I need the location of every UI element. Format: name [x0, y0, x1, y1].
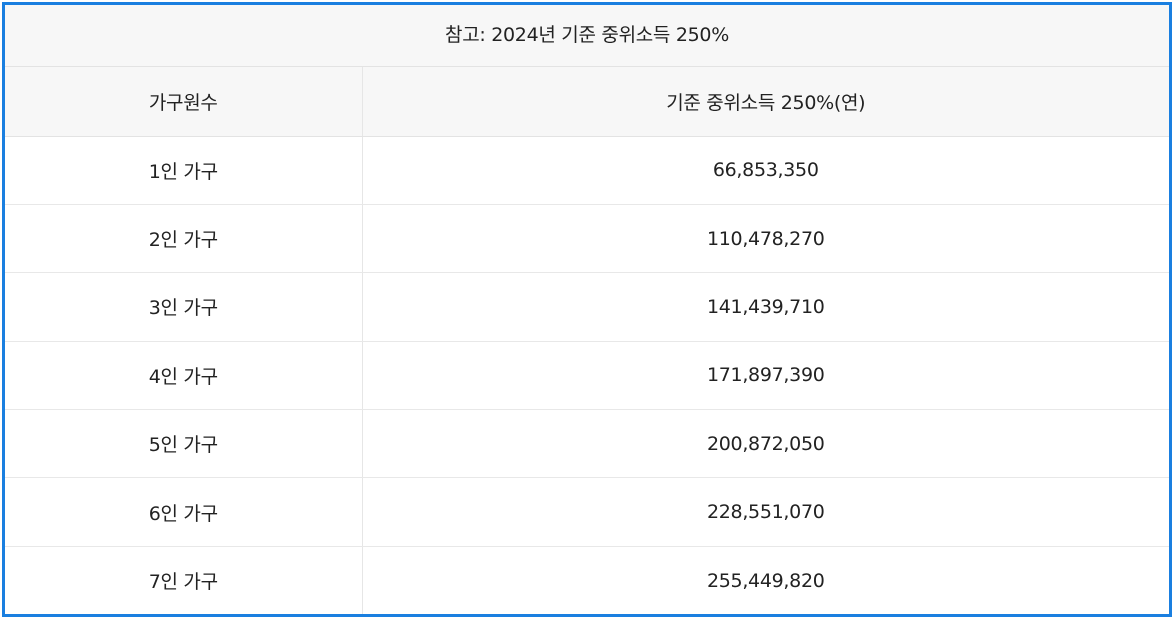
- income-cell: 255,449,820: [706, 569, 825, 592]
- table-caption: 참고: 2024년 기준 중위소득 250%: [5, 5, 1169, 67]
- income-cell: 200,872,050: [362, 409, 1169, 479]
- header-income: 기준 중위소득 250%(연): [362, 67, 1169, 137]
- household-cell: 7인 가구: [5, 546, 363, 614]
- household-cell: 5인 가구: [5, 409, 363, 479]
- header-household-size: 가구원수: [5, 67, 363, 137]
- table-row: 5인 가구 200,872,050: [5, 409, 1169, 479]
- household-cell: 2인 가구: [5, 204, 363, 274]
- income-cell: 66,853,350: [362, 136, 1169, 205]
- table-row: 6인 가구 228,551,070: [5, 477, 1169, 547]
- table-row: 2인 가구 110,478,270: [5, 204, 1169, 274]
- income-cell: 171,897,390: [362, 341, 1169, 411]
- table-row: 4인 가구 171,897,390: [5, 341, 1169, 411]
- median-income-table: 가구원수 기준 중위소득 250%(연) 1인 가구 66,853,350 2인…: [5, 67, 1169, 614]
- table-row: 3인 가구 141,439,710: [5, 272, 1169, 342]
- income-cell: 141,439,710: [362, 272, 1169, 342]
- table-row: 1인 가구 66,853,350: [5, 136, 1169, 205]
- header-row: 가구원수 기준 중위소득 250%(연): [5, 67, 1169, 137]
- income-cell: 228,551,070: [362, 477, 1169, 547]
- household-cell: 1인 가구: [5, 136, 363, 205]
- table-row: 7인 가구 255,449,820: [5, 546, 1169, 614]
- household-cell: 3인 가구: [5, 272, 363, 342]
- household-cell: 6인 가구: [5, 477, 363, 547]
- household-cell: 4인 가구: [5, 341, 363, 411]
- income-cell: 110,478,270: [362, 204, 1169, 274]
